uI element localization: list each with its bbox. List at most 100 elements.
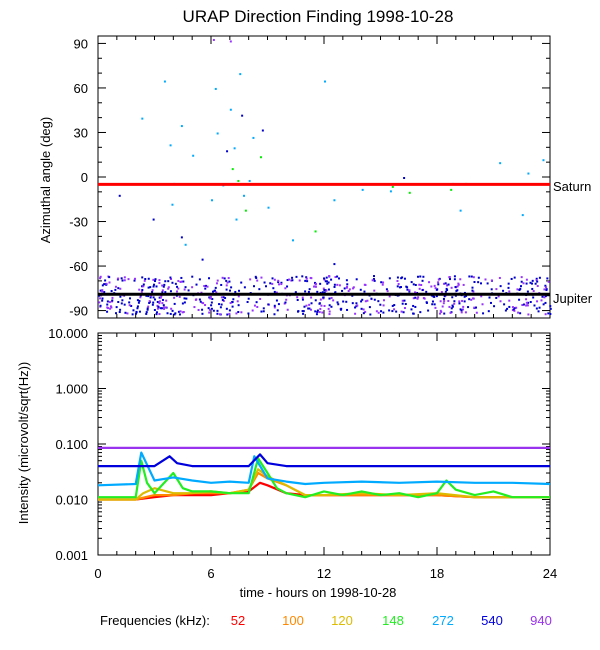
jupiter-band-point <box>284 287 287 290</box>
jupiter-band-point <box>362 308 365 311</box>
jupiter-band-point <box>468 298 471 301</box>
jupiter-band-point <box>414 291 417 294</box>
intensity-tick-label: 0.010 <box>55 493 88 508</box>
azimuth-point-148khz <box>237 179 240 182</box>
jupiter-band-point <box>115 312 118 315</box>
jupiter-band-point <box>401 302 404 305</box>
jupiter-band-point <box>210 304 213 307</box>
jupiter-band-point <box>382 299 385 302</box>
jupiter-band-point <box>354 312 357 315</box>
jupiter-band-point <box>323 291 326 294</box>
jupiter-band-point <box>525 304 528 307</box>
jupiter-band-point <box>123 303 126 306</box>
jupiter-band-point <box>151 303 154 306</box>
azimuth-point-272khz <box>248 179 251 182</box>
jupiter-band-point <box>493 305 496 308</box>
jupiter-band-point <box>273 304 276 307</box>
azimuth-point-272khz <box>252 136 255 139</box>
jupiter-band-point <box>531 279 534 282</box>
jupiter-band-point <box>118 311 121 314</box>
jupiter-band-point <box>388 277 391 280</box>
jupiter-band-point <box>471 286 474 289</box>
jupiter-band-point <box>418 287 421 290</box>
jupiter-band-point <box>99 297 102 300</box>
legend-item-100khz: 100 <box>282 613 304 628</box>
jupiter-band-point <box>178 295 181 298</box>
jupiter-band-point <box>133 279 136 282</box>
jupiter-band-point <box>313 285 316 288</box>
jupiter-band-point <box>327 288 330 291</box>
jupiter-band-point <box>124 311 127 314</box>
jupiter-band-point <box>121 299 124 302</box>
azimuth-tick-label: -30 <box>69 215 88 230</box>
azimuth-point-272khz <box>180 125 183 128</box>
jupiter-band-point <box>161 291 164 294</box>
jupiter-band-point <box>380 281 383 284</box>
jupiter-band-point <box>180 280 183 283</box>
azimuth-point-272khz <box>214 87 217 90</box>
jupiter-band-point <box>174 312 177 315</box>
jupiter-band-point <box>398 286 401 289</box>
jupiter-band-point <box>334 291 337 294</box>
jupiter-band-point <box>240 311 243 314</box>
azimuth-panel: 90 60 30 0 -30 -60 -90 Azimuthal angle (deg) S… <box>38 35 593 319</box>
jupiter-band-point <box>156 307 159 310</box>
jupiter-band-point <box>106 300 109 303</box>
azimuth-point-540khz <box>333 263 336 266</box>
jupiter-band-point <box>204 287 207 290</box>
jupiter-band-point <box>147 277 150 280</box>
jupiter-band-point <box>166 312 169 315</box>
jupiter-band-point <box>461 299 464 302</box>
jupiter-band-point <box>215 282 218 285</box>
jupiter-band-point <box>215 291 218 294</box>
jupiter-band-point <box>307 307 310 310</box>
jupiter-band-point <box>418 283 421 286</box>
jupiter-band-point <box>137 301 140 304</box>
jupiter-band-point <box>159 307 162 310</box>
jupiter-band-point <box>382 281 385 284</box>
saturn-label: Saturn <box>553 179 591 194</box>
azimuth-point-272khz <box>171 203 174 206</box>
jupiter-band-point <box>246 301 249 304</box>
jupiter-band-point <box>517 311 520 314</box>
jupiter-band-point <box>160 307 163 310</box>
jupiter-band-point <box>480 295 483 298</box>
jupiter-band-point <box>145 311 148 314</box>
jupiter-band-point <box>490 279 493 282</box>
time-axis-label: time - hours on 1998-10-28 <box>240 585 397 600</box>
jupiter-band-point <box>216 279 219 282</box>
jupiter-band-point <box>302 310 305 313</box>
jupiter-band-point <box>249 278 252 281</box>
jupiter-band-point <box>211 298 214 301</box>
jupiter-band-point <box>156 300 159 303</box>
azimuth-point-272khz <box>291 239 294 242</box>
jupiter-band-point <box>141 285 144 288</box>
jupiter-band-point <box>265 285 268 288</box>
azimuth-point-540khz <box>180 236 183 239</box>
jupiter-band-point <box>508 290 511 293</box>
jupiter-band-point <box>267 303 270 306</box>
jupiter-band-point <box>277 303 280 306</box>
jupiter-band-point <box>470 298 473 301</box>
jupiter-band-point <box>291 279 294 282</box>
jupiter-band-point <box>153 283 156 286</box>
jupiter-band-point <box>275 291 278 294</box>
azimuth-point-540khz <box>261 129 264 132</box>
jupiter-band-point <box>381 283 384 286</box>
jupiter-band-point <box>336 275 339 278</box>
jupiter-band-point <box>336 301 339 304</box>
jupiter-band-point <box>154 280 157 283</box>
jupiter-band-point <box>336 283 339 286</box>
jupiter-band-point <box>232 298 235 301</box>
jupiter-band-point <box>255 301 258 304</box>
jupiter-band-point <box>151 289 154 292</box>
jupiter-band-point <box>136 307 139 310</box>
jupiter-band-point <box>359 288 362 291</box>
time-tick-label: 6 <box>207 566 214 581</box>
jupiter-band-point <box>525 282 528 285</box>
jupiter-band-point <box>171 309 174 312</box>
jupiter-band-point <box>136 299 139 302</box>
jupiter-band-point <box>108 276 111 279</box>
jupiter-band-point <box>513 309 516 312</box>
jupiter-band-point <box>440 291 443 294</box>
